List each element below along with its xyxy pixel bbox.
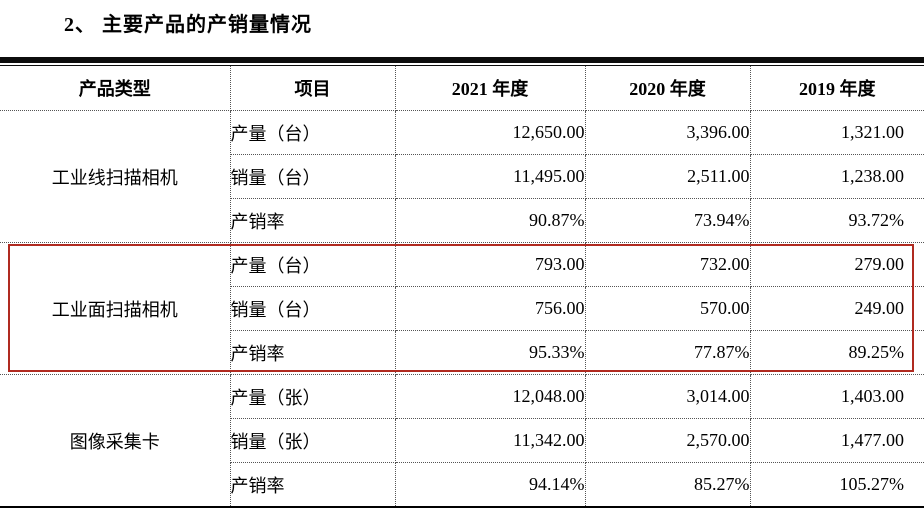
value-2021: 11,342.00 xyxy=(395,418,586,463)
item-cell: 产销率 xyxy=(230,198,396,243)
table-top-thin-rule xyxy=(0,65,924,66)
item-cell: 产量（台） xyxy=(230,110,396,155)
value-2019: 279.00 xyxy=(750,242,924,287)
table-row: 销量（张） 11,342.00 2,570.00 1,477.00 xyxy=(0,418,924,463)
table-row: 工业面扫描相机 产量（台） 793.00 732.00 279.00 xyxy=(0,242,924,375)
value-2021: 95.33% xyxy=(395,330,586,375)
value-2020: 2,511.00 xyxy=(585,154,751,199)
section-title: 2、 主要产品的产销量情况 xyxy=(64,14,312,36)
value-2019: 1,403.00 xyxy=(750,374,924,419)
item-cell: 销量（台） xyxy=(230,286,396,331)
table-row: 销量（台） 11,495.00 2,511.00 1,238.00 xyxy=(0,154,924,199)
col-header-2019: 2019 年度 xyxy=(750,66,924,111)
value-2020: 77.87% xyxy=(585,330,751,375)
col-header-product-type: 产品类型 xyxy=(0,66,231,111)
header-row: 产品类型 项目 2021 年度 2020 年度 2019 年度 xyxy=(0,66,924,111)
value-2019: 93.72% xyxy=(750,198,924,243)
value-2019: 249.00 xyxy=(750,286,924,331)
value-2021: 12,650.00 xyxy=(395,110,586,155)
col-header-2020: 2020 年度 xyxy=(585,66,751,111)
table-top-rule-gap xyxy=(0,63,924,65)
value-2021: 12,048.00 xyxy=(395,374,586,419)
value-2019: 89.25% xyxy=(750,330,924,375)
item-cell: 产销率 xyxy=(230,462,396,508)
table-row: 销量（台） 756.00 570.00 249.00 xyxy=(0,286,924,331)
table-row: 图像采集卡 产量（张） 12,048.00 3,014.00 1,403.00 xyxy=(0,374,924,508)
value-2020: 570.00 xyxy=(585,286,751,331)
value-2019: 1,321.00 xyxy=(750,110,924,155)
item-cell: 销量（张） xyxy=(230,418,396,463)
product-type-cell-line-scan: 工业线扫描相机 xyxy=(0,110,231,243)
value-2020: 3,396.00 xyxy=(585,110,751,155)
item-cell: 产销率 xyxy=(230,330,396,375)
table-row: 产销率 95.33% 77.87% 89.25% xyxy=(0,330,924,375)
item-cell: 产量（张） xyxy=(230,374,396,419)
product-type-cell-area-scan: 工业面扫描相机 xyxy=(0,242,231,375)
item-cell: 产量（台） xyxy=(230,242,396,287)
value-2019: 1,477.00 xyxy=(750,418,924,463)
col-header-item: 项目 xyxy=(230,66,396,111)
value-2020: 732.00 xyxy=(585,242,751,287)
value-2019: 1,238.00 xyxy=(750,154,924,199)
value-2020: 3,014.00 xyxy=(585,374,751,419)
value-2019: 105.27% xyxy=(750,462,924,508)
table-row: 产销率 94.14% 85.27% 105.27% xyxy=(0,462,924,508)
value-2020: 73.94% xyxy=(585,198,751,243)
value-2020: 85.27% xyxy=(585,462,751,508)
table-top-thick-rule xyxy=(0,57,924,63)
item-cell: 销量（台） xyxy=(230,154,396,199)
value-2021: 90.87% xyxy=(395,198,586,243)
value-2021: 94.14% xyxy=(395,462,586,508)
value-2020: 2,570.00 xyxy=(585,418,751,463)
table-row: 产销率 90.87% 73.94% 93.72% xyxy=(0,198,924,243)
value-2021: 11,495.00 xyxy=(395,154,586,199)
value-2021: 793.00 xyxy=(395,242,586,287)
table-row: 工业线扫描相机 产量（台） 12,650.00 3,396.00 1,321.0… xyxy=(0,110,924,243)
product-type-cell-capture-card: 图像采集卡 xyxy=(0,374,231,508)
value-2021: 756.00 xyxy=(395,286,586,331)
product-table-wrap: 产品类型 项目 2021 年度 2020 年度 2019 年度 工业线扫描相机 … xyxy=(0,57,924,508)
production-sales-table: 产品类型 项目 2021 年度 2020 年度 2019 年度 工业线扫描相机 … xyxy=(0,66,924,508)
col-header-2021: 2021 年度 xyxy=(395,66,586,111)
